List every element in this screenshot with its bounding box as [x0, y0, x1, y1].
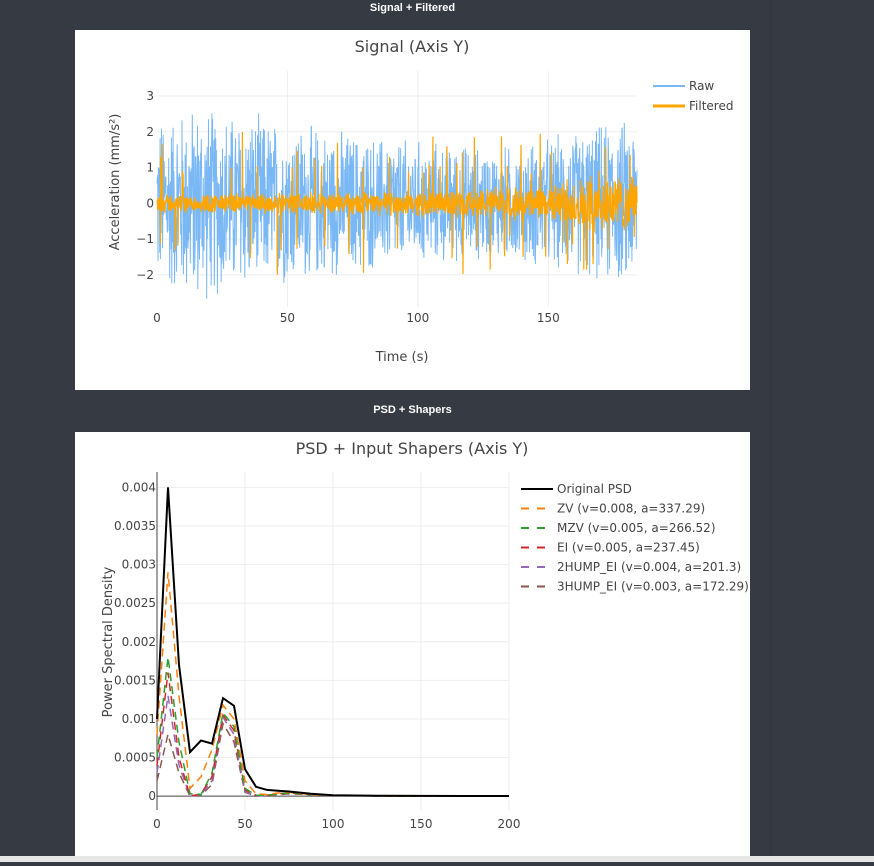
x-tick-label: 150 — [410, 817, 433, 831]
legend[interactable]: Raw Filtered — [653, 79, 733, 113]
x-tick-label: 150 — [537, 311, 560, 325]
x-tick-label: 100 — [322, 817, 345, 831]
legend-label: 3HUMP_EI (v=0.003, a=172.29) — [557, 580, 749, 594]
legend-label: Raw — [689, 79, 714, 93]
legend-label: ZV (v=0.008, a=337.29) — [557, 502, 705, 516]
x-tick-label: 200 — [498, 817, 521, 831]
signal-chart[interactable]: Signal (Axis Y) 0 50 100 150 −2 −1 0 1 2 3 Time (… — [75, 30, 750, 390]
legend-label: Original PSD — [557, 482, 632, 496]
page-divider — [769, 0, 772, 862]
y-tick-label: 0.0035 — [114, 519, 156, 533]
series-line-raw — [156, 113, 638, 299]
series-line — [156, 487, 509, 797]
x-tick-label: 0 — [153, 311, 161, 325]
y-tick-label: 0.002 — [122, 635, 156, 649]
legend-label: EI (v=0.005, a=237.45) — [557, 541, 700, 555]
chart-title: PSD + Input Shapers (Axis Y) — [296, 439, 529, 458]
x-tick-label: 50 — [237, 817, 252, 831]
y-tick-label: 0.003 — [122, 558, 156, 572]
series-line-filtered — [156, 131, 638, 275]
x-axis-label: Time (s) — [375, 350, 429, 365]
section-title-psd: PSD + Shapers — [373, 404, 452, 416]
y-tick-label: 2 — [146, 125, 154, 139]
y-tick-label: 0.0015 — [114, 673, 156, 687]
x-tick-label: 0 — [153, 817, 161, 831]
y-tick-label: 3 — [146, 89, 154, 103]
y-tick-label: 1 — [146, 161, 154, 175]
y-tick-label: −1 — [136, 232, 154, 246]
y-tick-label: 0.001 — [122, 712, 156, 726]
y-tick-label: 0.0025 — [114, 596, 156, 610]
legend-label: 2HUMP_EI (v=0.004, a=201.3) — [557, 560, 741, 574]
y-axis-label: Power Spectral Density — [101, 566, 116, 717]
x-tick-label: 50 — [280, 311, 295, 325]
section-title-signal: Signal + Filtered — [369, 2, 456, 14]
y-tick-label: 0 — [148, 789, 156, 803]
x-tick-label: 100 — [406, 311, 429, 325]
legend[interactable]: Original PSD ZV (v=0.008, a=337.29) MZV (v… — [521, 482, 749, 594]
y-tick-label: 0 — [146, 196, 154, 210]
psd-chart[interactable]: PSD + Input Shapers (Axis Y) 0 50 100 150 20… — [75, 432, 750, 862]
signal-chart-panel: Signal (Axis Y) 0 50 100 150 −2 −1 0 1 2 3 Time (… — [75, 30, 750, 390]
chart-title: Signal (Axis Y) — [355, 37, 470, 56]
psd-chart-panel: PSD + Input Shapers (Axis Y) 0 50 100 150 20… — [75, 432, 750, 862]
y-axis-label: Acceleration (mm/s²) — [108, 114, 123, 251]
legend-label: MZV (v=0.005, a=266.52) — [557, 521, 716, 535]
y-tick-label: 0.004 — [122, 480, 156, 494]
scrollbar-track[interactable] — [0, 856, 874, 862]
legend-label: Filtered — [689, 99, 733, 113]
y-tick-label: 0.0005 — [114, 751, 156, 765]
y-tick-label: −2 — [136, 268, 154, 282]
